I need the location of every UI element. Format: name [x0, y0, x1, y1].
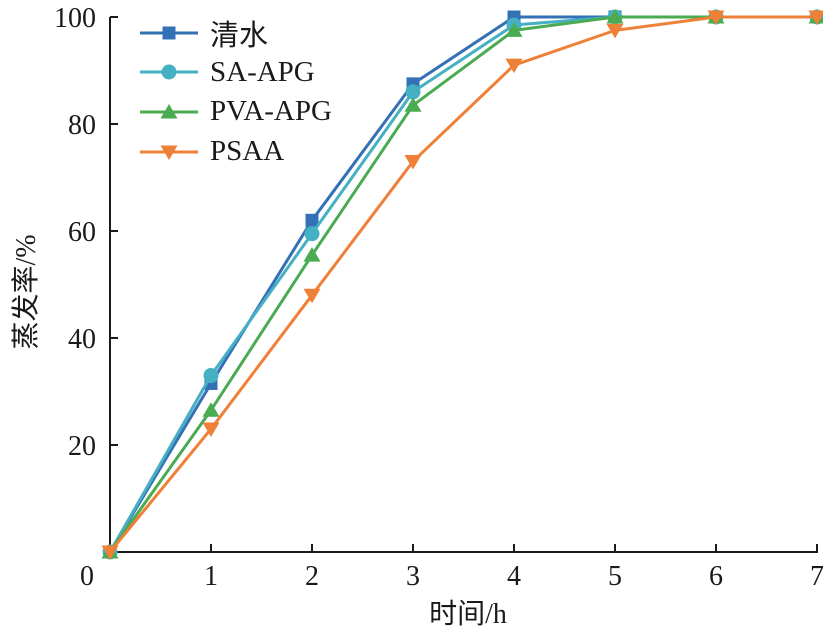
legend-label: PSAA: [210, 135, 285, 168]
x-tick-label: 7: [810, 561, 823, 592]
series-marker-square: [305, 213, 319, 227]
series-marker-triangle-down: [707, 10, 725, 25]
series-marker-circle: [405, 84, 421, 100]
legend-item-PSAA: PSAA: [140, 132, 332, 172]
y-tick-label: 100: [54, 3, 96, 34]
legend-marker: [160, 103, 178, 119]
legend-item-SA-APG: SA-APG: [140, 53, 332, 93]
x-tick-label: 2: [305, 561, 319, 592]
x-tick-label: 0: [80, 561, 94, 592]
legend-square-icon: [140, 26, 198, 40]
series-marker-triangle-down: [303, 288, 321, 304]
x-tick-label: 6: [709, 561, 723, 592]
series-marker-triangle-down: [808, 10, 823, 25]
series-marker-circle: [203, 367, 219, 383]
series-line: [108, 15, 817, 553]
series-marker-triangle-down: [606, 23, 624, 39]
series-marker-triangle-up: [606, 9, 624, 24]
legend: 清水 SA-APG PVA-APG PSAA: [140, 13, 332, 171]
series-marker-triangle-up: [202, 402, 220, 417]
series-marker-triangle-up: [505, 22, 523, 37]
series-marker-triangle-down: [202, 422, 220, 437]
x-tick-label: 1: [204, 561, 218, 592]
series-marker-triangle-down: [101, 545, 119, 560]
y-tick-label: 20: [68, 431, 96, 462]
series-marker-triangle-down: [505, 58, 523, 74]
series-marker-triangle-up: [303, 247, 321, 262]
legend-label: PVA-APG: [210, 95, 332, 128]
series-marker-triangle-down: [404, 154, 422, 170]
legend-item-PVA-APG: PVA-APG: [140, 92, 332, 132]
y-tick-label: 80: [68, 110, 96, 141]
series-marker-circle: [304, 226, 320, 242]
legend-label: 清水: [210, 19, 269, 52]
series-line: [108, 15, 817, 553]
legend-marker: [161, 64, 177, 80]
legend-marker: [160, 145, 178, 160]
legend-marker: [162, 26, 176, 40]
y-axis-title: 蒸发率/%: [11, 234, 42, 350]
series-marker-triangle-up: [404, 97, 422, 112]
x-axis-title: 时间/h: [429, 599, 507, 630]
legend-circle-icon: [140, 64, 198, 80]
x-tick-label: 4: [507, 561, 521, 592]
legend-label: SA-APG: [210, 55, 315, 88]
series-PSAA: [101, 10, 823, 560]
legend-triangle-down-icon: [140, 145, 198, 160]
legend-triangle-up-icon: [140, 103, 198, 119]
y-tick-label: 40: [68, 324, 96, 355]
x-tick-label: 5: [608, 561, 622, 592]
legend-item-清水: 清水: [140, 13, 332, 53]
y-tick-label: 60: [68, 217, 96, 248]
x-tick-label: 3: [406, 561, 420, 592]
